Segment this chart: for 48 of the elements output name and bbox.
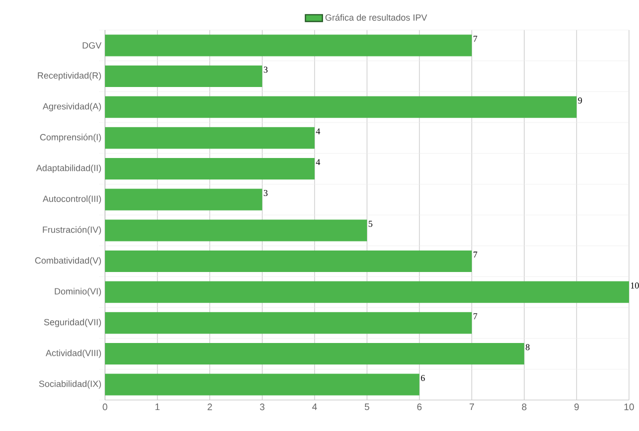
bar: [105, 96, 577, 118]
x-tick-label: 1: [155, 404, 160, 410]
data-label: 4: [316, 128, 320, 134]
bar: [105, 34, 472, 56]
data-label: 4: [316, 159, 320, 166]
bar: [105, 127, 315, 149]
bar: [105, 188, 262, 210]
bar: [105, 374, 420, 396]
x-tick-label: 3: [260, 404, 264, 410]
data-label: 6: [420, 374, 425, 382]
bar: [105, 342, 524, 365]
y-tick-label: Comprensión(I): [40, 134, 101, 142]
x-tick-label: 0: [102, 404, 108, 410]
y-tick-label: Sociabilidad(IX): [39, 380, 101, 389]
data-label: 7: [474, 252, 478, 258]
bar: [105, 158, 315, 180]
x-tick-label: 7: [470, 404, 474, 410]
x-tick-label: 2: [208, 404, 212, 410]
data-label: 8: [526, 344, 530, 350]
bar: [105, 220, 368, 242]
data-label: 5: [368, 220, 372, 227]
data-label: 9: [578, 97, 582, 104]
x-tick-label: 9: [574, 404, 579, 410]
x-tick-label: 10: [624, 404, 634, 410]
data-label: 3: [264, 66, 268, 73]
data-label: 7: [474, 36, 478, 42]
y-tick-label: Adaptabilidad(II): [36, 164, 101, 173]
y-tick-label: Frustración(IV): [42, 226, 101, 235]
x-tick-label: 8: [522, 404, 526, 410]
bar: [105, 312, 472, 334]
y-tick-label: DGV: [82, 42, 102, 49]
x-tick-label: 5: [364, 404, 370, 410]
y-tick-label: Autocontrol(III): [42, 195, 101, 204]
y-tick-label: Receptividad(R): [38, 72, 101, 80]
x-tick-label: 6: [417, 404, 422, 410]
bar: [105, 250, 472, 272]
y-tick-label: Dominio(VI): [54, 288, 101, 296]
bar: [105, 65, 262, 88]
y-tick-label: Agresividad(A): [42, 102, 101, 112]
y-tick-label: Seguridad(VII): [44, 318, 101, 328]
data-label: 7: [474, 313, 478, 320]
x-tick-label: 4: [312, 404, 317, 410]
data-label: 10: [630, 282, 639, 289]
y-tick-label: Actividad(VIII): [46, 350, 101, 358]
data-label: 3: [264, 190, 268, 196]
legend-label: Gráfica de resultados IPV: [325, 14, 428, 21]
y-tick-label: Combatividad(V): [35, 257, 101, 266]
bar: [105, 281, 630, 303]
